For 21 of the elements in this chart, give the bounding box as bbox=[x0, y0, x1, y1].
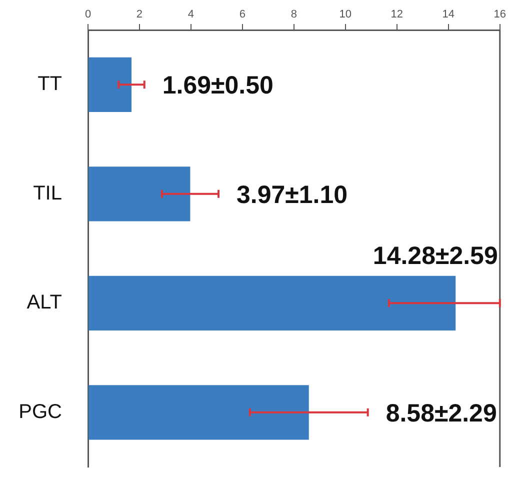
data-label: 14.28±2.59 bbox=[372, 242, 498, 270]
data-label: 3.97±1.10 bbox=[236, 180, 348, 209]
y-tick-label: PGC bbox=[18, 400, 62, 423]
x-tick-label: 0 bbox=[84, 8, 92, 20]
y-tick-label: ALT bbox=[26, 292, 62, 314]
bar bbox=[88, 385, 309, 440]
bar bbox=[88, 166, 190, 222]
bar bbox=[88, 57, 132, 112]
data-label: 1.69±0.50 bbox=[162, 72, 274, 100]
x-tick-label: 6 bbox=[239, 8, 246, 20]
x-tick-label: 12 bbox=[390, 8, 404, 20]
x-tick-label: 4 bbox=[188, 8, 194, 20]
x-tick-label: 2 bbox=[136, 8, 143, 20]
x-tick-label: 10 bbox=[339, 8, 352, 20]
y-tick-label: TIL bbox=[33, 182, 62, 204]
bar bbox=[88, 276, 456, 330]
x-tick-label: 16 bbox=[494, 8, 506, 20]
data-label: 8.58±2.29 bbox=[386, 399, 497, 428]
y-tick-label: TT bbox=[38, 73, 62, 96]
x-tick-label: 14 bbox=[442, 8, 455, 20]
x-tick-label: 8 bbox=[290, 8, 298, 20]
